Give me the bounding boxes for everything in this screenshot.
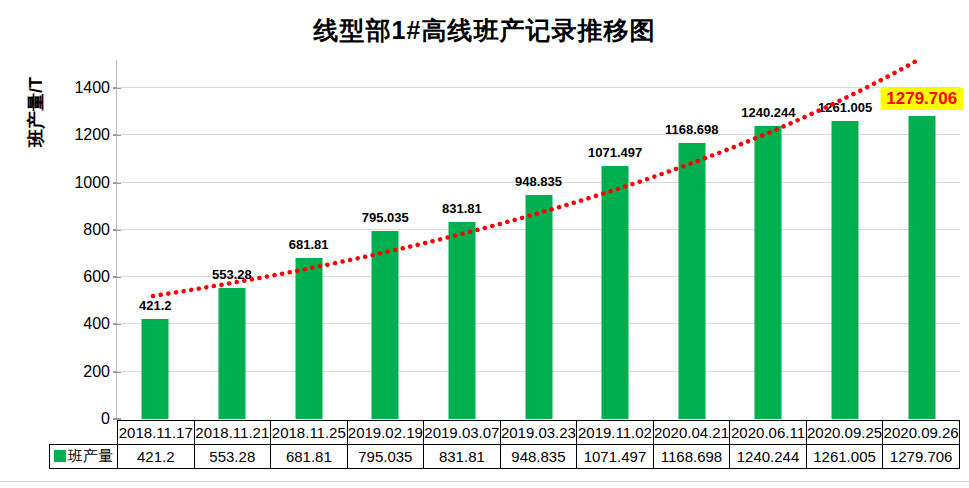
date-cell: 2020.04.21 xyxy=(653,421,730,445)
y-tick-label-400: 400 xyxy=(58,315,110,333)
legend-swatch-icon xyxy=(54,450,66,462)
legend-label: 班产量 xyxy=(68,447,113,464)
value-cell: 1071.497 xyxy=(577,445,654,469)
value-cell: 1261.005 xyxy=(806,445,883,469)
date-cell: 2020.09.26 xyxy=(883,421,960,445)
date-cell: 2020.09.25 xyxy=(806,421,883,445)
table-row-values: 班产量 421.2553.28681.81795.035831.81948.83… xyxy=(50,445,960,469)
value-cell: 795.035 xyxy=(347,445,424,469)
trendline xyxy=(117,60,960,419)
value-cell: 681.81 xyxy=(271,445,348,469)
table-row-dates: 2018.11.172018.11.212018.11.252019.02.19… xyxy=(50,421,960,445)
date-cell: 2019.11.02 xyxy=(577,421,654,445)
y-tick-label-800: 800 xyxy=(58,221,110,239)
date-cell: 2018.11.17 xyxy=(118,421,195,445)
chart-bottom-edge xyxy=(0,481,969,482)
date-cell: 2019.03.23 xyxy=(500,421,577,445)
value-cell: 948.835 xyxy=(500,445,577,469)
data-table: 2018.11.172018.11.212018.11.252019.02.19… xyxy=(49,420,960,469)
date-cell: 2020.06.11 xyxy=(730,421,807,445)
value-cell: 1168.698 xyxy=(653,445,730,469)
plot-area: 421.2553.28681.81795.035831.81948.835107… xyxy=(117,60,960,419)
date-cell: 2018.11.21 xyxy=(194,421,271,445)
value-cell: 1240.244 xyxy=(730,445,807,469)
value-cell: 831.81 xyxy=(424,445,501,469)
y-tick-label-1400: 1400 xyxy=(58,79,110,97)
date-cell: 2019.02.19 xyxy=(347,421,424,445)
date-cell: 2018.11.25 xyxy=(271,421,348,445)
y-tick-label-200: 200 xyxy=(58,363,110,381)
chart-canvas: 线型部1#高线班产记录推移图 班产量/T 0200400600800100012… xyxy=(0,0,969,488)
value-cell: 553.28 xyxy=(194,445,271,469)
date-cell: 2019.03.07 xyxy=(424,421,501,445)
legend-cell: 班产量 xyxy=(50,445,118,469)
y-tick-label-1200: 1200 xyxy=(58,126,110,144)
table-corner-blank xyxy=(50,421,118,445)
y-axis-title: 班产量/T xyxy=(24,77,48,147)
y-tick-label-1000: 1000 xyxy=(58,174,110,192)
value-cell: 1279.706 xyxy=(883,445,960,469)
y-tick-label-600: 600 xyxy=(58,268,110,286)
value-cell: 421.2 xyxy=(118,445,195,469)
chart-title: 线型部1#高线班产记录推移图 xyxy=(0,14,969,47)
